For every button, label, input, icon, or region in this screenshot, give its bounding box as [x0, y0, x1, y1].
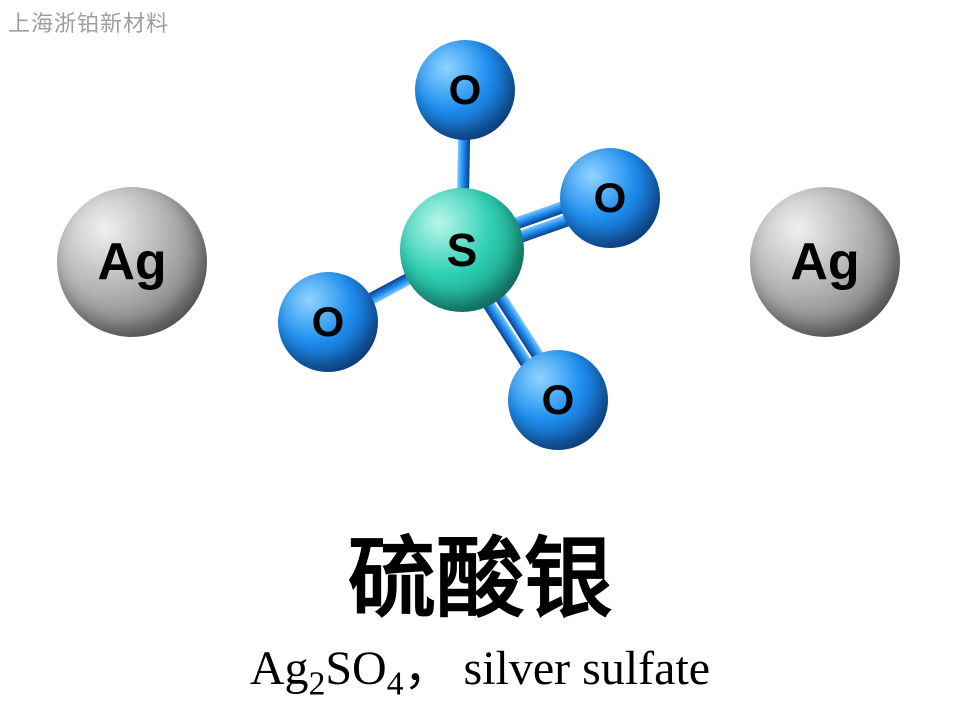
atom-o-bottom: O [508, 350, 608, 450]
formula-after: ， silver sulfate [404, 642, 711, 695]
atom-ag-right: Ag [750, 187, 900, 337]
atom-ag-left: Ag [57, 187, 207, 337]
compound-formula-en: Ag2SO4， silver sulfate [250, 628, 710, 704]
atom-sulfur: S [400, 188, 524, 312]
atom-o-right: O [560, 148, 660, 248]
atom-o-bottom-label: O [542, 376, 575, 424]
atom-ag-right-label: Ag [790, 232, 859, 292]
atom-o-right-label: O [594, 174, 627, 222]
atom-ag-left-label: Ag [97, 232, 166, 292]
atom-o-top-label: O [449, 66, 482, 114]
atom-o-left-label: O [312, 298, 345, 346]
formula-part: Ag [250, 642, 309, 695]
formula-sub: 2 [309, 666, 326, 703]
atom-sulfur-label: S [447, 223, 478, 277]
watermark-text: 上海浙铂新材料 [8, 6, 169, 38]
atom-o-left: O [278, 272, 378, 372]
diagram-canvas: 上海浙铂新材料 AgAgOOOOS 硫酸银 Ag2SO4， silver sul… [0, 0, 960, 720]
formula-sub: 4 [387, 666, 404, 703]
atom-o-top: O [415, 40, 515, 140]
compound-name-cn: 硫酸银 [348, 508, 612, 635]
formula-part: SO [325, 642, 386, 695]
